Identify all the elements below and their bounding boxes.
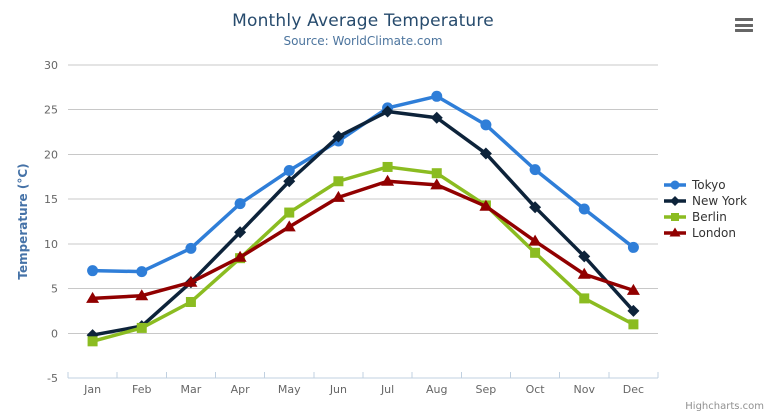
data-point-marker bbox=[430, 111, 443, 124]
data-point-marker bbox=[479, 147, 492, 160]
data-point-marker bbox=[480, 119, 492, 131]
data-point-marker bbox=[333, 176, 344, 187]
data-point-marker bbox=[431, 168, 442, 179]
square-series-symbol-icon bbox=[664, 213, 686, 221]
x-axis-tick-label: Nov bbox=[574, 383, 596, 396]
y-axis-tick-label: 25 bbox=[44, 104, 58, 117]
x-axis-tick-label: Dec bbox=[623, 383, 644, 396]
data-point-marker bbox=[528, 234, 542, 246]
data-point-marker bbox=[627, 304, 640, 317]
data-point-marker bbox=[185, 242, 197, 254]
data-point-marker bbox=[332, 130, 345, 143]
data-point-marker bbox=[382, 161, 393, 172]
data-point-marker bbox=[577, 267, 591, 279]
x-axis-tick-label: Jan bbox=[83, 383, 101, 396]
data-point-marker bbox=[233, 250, 247, 262]
x-axis-tick-label: Feb bbox=[132, 383, 151, 396]
data-point-marker bbox=[578, 203, 590, 215]
x-axis-tick-label: Aug bbox=[426, 383, 447, 396]
legend-item-london[interactable]: London bbox=[663, 225, 747, 241]
data-point-marker bbox=[136, 266, 148, 278]
hamburger-icon bbox=[735, 18, 753, 21]
data-point-marker bbox=[431, 90, 443, 102]
data-point-marker bbox=[578, 250, 591, 263]
data-point-marker bbox=[430, 178, 444, 190]
data-point-marker bbox=[135, 289, 149, 301]
data-point-marker bbox=[136, 322, 147, 333]
series-line-london bbox=[90, 179, 636, 301]
x-axis-tick-label: Jul bbox=[380, 383, 394, 396]
hamburger-icon bbox=[735, 29, 753, 32]
legend-item-label: London bbox=[692, 226, 736, 240]
x-axis-tick-label: Apr bbox=[231, 383, 251, 396]
data-point-marker bbox=[185, 296, 196, 307]
data-point-marker bbox=[529, 164, 541, 176]
legend-item-berlin[interactable]: Berlin bbox=[663, 209, 747, 225]
x-axis-tick-label: Oct bbox=[526, 383, 546, 396]
circle-series-symbol-icon bbox=[664, 180, 686, 190]
x-axis-tick-label: Sep bbox=[476, 383, 497, 396]
legend-item-tokyo[interactable]: Tokyo bbox=[663, 177, 747, 193]
data-point-marker bbox=[331, 190, 345, 202]
data-point-marker bbox=[234, 226, 247, 239]
series-line-berlin bbox=[90, 165, 636, 344]
data-point-marker bbox=[282, 220, 296, 232]
legend-item-new-york[interactable]: New York bbox=[663, 193, 747, 209]
data-point-marker bbox=[579, 293, 590, 304]
y-axis-tick-label: -5 bbox=[47, 372, 58, 385]
data-point-marker bbox=[283, 165, 295, 177]
data-point-marker bbox=[87, 336, 98, 347]
data-point-marker bbox=[284, 207, 295, 218]
y-axis-tick-label: 0 bbox=[51, 327, 58, 340]
chart-title: Monthly Average Temperature bbox=[232, 11, 494, 31]
legend: Tokyo New York Berlin London bbox=[663, 177, 747, 241]
data-point-marker bbox=[628, 319, 639, 330]
x-axis-tick-label: Mar bbox=[181, 383, 202, 396]
data-point-marker bbox=[530, 247, 541, 258]
legend-item-label: Berlin bbox=[692, 210, 727, 224]
legend-item-label: Tokyo bbox=[692, 178, 726, 192]
series-line-new-york bbox=[90, 109, 636, 337]
y-axis-title: Temperature (°C) bbox=[16, 163, 30, 279]
export-menu-button[interactable] bbox=[735, 18, 753, 32]
x-axis-tick-label: Jun bbox=[329, 383, 347, 396]
diamond-series-symbol-icon bbox=[664, 196, 686, 206]
legend-item-label: New York bbox=[692, 194, 747, 208]
y-axis-tick-label: 10 bbox=[44, 238, 58, 251]
y-axis-tick-label: 15 bbox=[44, 193, 58, 206]
data-point-marker bbox=[479, 199, 493, 211]
credits-link[interactable]: Highcharts.com bbox=[685, 401, 764, 412]
triangle-series-symbol-icon bbox=[664, 227, 686, 237]
hamburger-icon bbox=[735, 23, 753, 27]
y-axis-tick-label: 30 bbox=[44, 59, 58, 72]
data-point-marker bbox=[627, 241, 639, 253]
y-axis-tick-label: 5 bbox=[51, 283, 58, 296]
data-point-marker bbox=[86, 291, 100, 303]
data-point-marker bbox=[381, 174, 395, 186]
data-point-marker bbox=[626, 283, 640, 295]
data-point-marker bbox=[529, 201, 542, 214]
data-point-marker bbox=[381, 105, 394, 118]
data-point-marker bbox=[283, 175, 296, 188]
chart-subtitle: Source: WorldClimate.com bbox=[283, 34, 443, 48]
x-axis-tick-label: May bbox=[278, 383, 301, 396]
data-point-marker bbox=[184, 275, 198, 287]
data-point-marker bbox=[234, 198, 246, 210]
y-axis-tick-label: 20 bbox=[44, 148, 58, 161]
data-point-marker bbox=[87, 265, 99, 277]
